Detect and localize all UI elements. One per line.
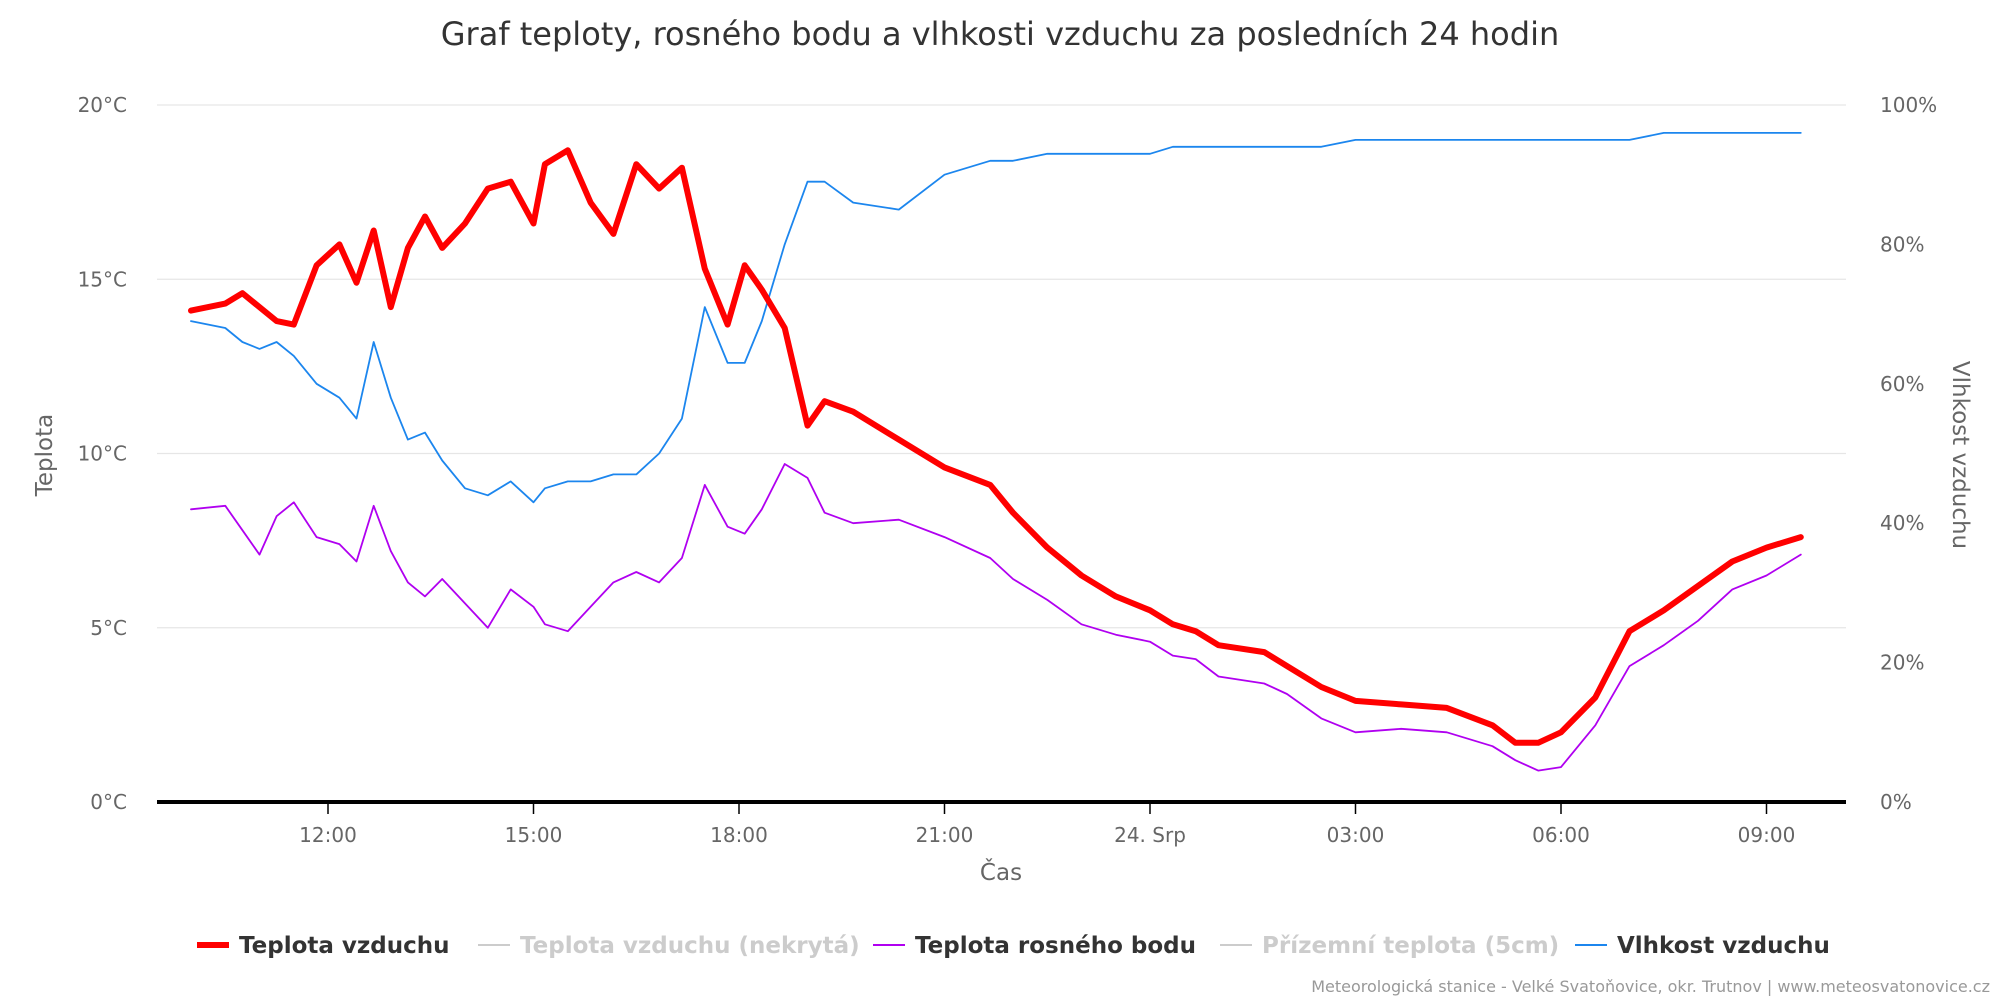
x-tick-label: 03:00 xyxy=(1327,823,1385,847)
y-left-tick-label: 20°C xyxy=(78,93,127,117)
y-left-tick-label: 0°C xyxy=(90,790,127,814)
y-left-tick-label: 5°C xyxy=(90,616,127,640)
y-right-tick-label: 100% xyxy=(1880,93,1937,117)
y-right-tick-label: 0% xyxy=(1880,790,1912,814)
y-axis-left-title: Teplota xyxy=(32,414,58,497)
y-right-tick-label: 60% xyxy=(1880,372,1924,396)
x-tick-label: 18:00 xyxy=(710,823,768,847)
x-tick-label: 06:00 xyxy=(1532,823,1590,847)
series-line-teplota-vzduchu xyxy=(188,147,1804,746)
y-right-tick-label: 20% xyxy=(1880,651,1924,675)
credits: Meteorologická stanice - Velké Svatoňovi… xyxy=(1311,977,1990,996)
legend-item[interactable]: Teplota rosného bodu xyxy=(915,933,1196,959)
x-tick-label: 21:00 xyxy=(916,823,974,847)
x-tick-label: 09:00 xyxy=(1738,823,1796,847)
x-tick-label: 24. Srp xyxy=(1114,823,1186,847)
chart-title: Graf teploty, rosného bodu a vlhkosti vz… xyxy=(441,15,1559,53)
gridlines xyxy=(157,104,1846,629)
x-axis-title: Čas xyxy=(980,858,1022,886)
legend-item[interactable]: Teplota vzduchu (nekrytá) xyxy=(520,933,860,959)
x-tick-label: 12:00 xyxy=(299,823,357,847)
y-axis-right-ticks: 0% 20% 40% 60% 80% 100% xyxy=(1880,93,1937,814)
legend-item[interactable]: Vlhkost vzduchu xyxy=(1617,933,1830,959)
x-axis-ticks: 12:00 15:00 18:00 21:00 24. Srp 03:00 06:00 09:… xyxy=(299,802,1795,847)
series-line-teplota-rosn-ho-bodu xyxy=(190,463,1802,772)
y-right-tick-label: 40% xyxy=(1880,511,1924,535)
y-axis-right-title: Vlhkost vzduchu xyxy=(1947,361,1973,549)
y-left-tick-label: 10°C xyxy=(78,442,127,466)
legend-item[interactable]: Přízemní teplota (5cm) xyxy=(1262,933,1559,959)
y-right-tick-label: 80% xyxy=(1880,232,1924,256)
y-axis-left-ticks: 0°C 5°C 10°C 15°C 20°C xyxy=(78,93,127,814)
legend: Teplota vzduchu Teplota vzduchu (nekrytá)… xyxy=(197,933,1830,959)
series-line-vlhkost-vzduchu xyxy=(190,132,1802,504)
x-tick-label: 15:00 xyxy=(505,823,563,847)
legend-item[interactable]: Teplota vzduchu xyxy=(239,933,450,959)
series-layer xyxy=(188,132,1804,772)
y-left-tick-label: 15°C xyxy=(78,267,127,291)
